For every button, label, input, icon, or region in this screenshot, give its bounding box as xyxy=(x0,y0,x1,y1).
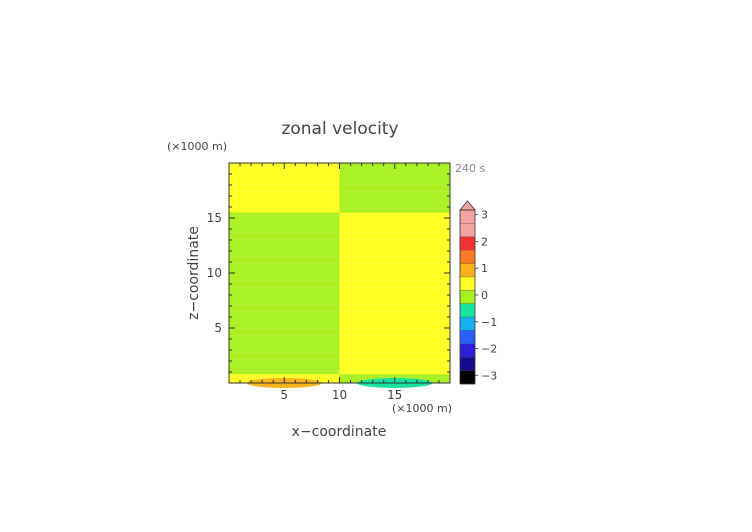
colorbar-band xyxy=(460,276,475,291)
y-unit-label: (×1000 m) xyxy=(167,140,227,153)
colorbar: 3 2 1 0 −1 −2 −3 xyxy=(459,200,497,385)
colorbar-band xyxy=(460,223,475,237)
colorbar-band xyxy=(460,370,475,384)
colorbar-band xyxy=(460,210,475,224)
x-tick-label: 10 xyxy=(332,388,347,402)
x-tick-label: 5 xyxy=(280,388,288,402)
colorbar-band xyxy=(460,263,475,277)
colorbar-band xyxy=(460,357,475,371)
colorbar-tick-label: −2 xyxy=(481,343,497,356)
colorbar-band xyxy=(460,236,475,251)
y-axis-label: z−coordinate xyxy=(186,226,202,320)
colorbar-band xyxy=(460,343,475,358)
time-label: 240 s xyxy=(455,162,485,175)
y-tick-label: 10 xyxy=(207,266,222,280)
x-tick-label: 15 xyxy=(387,388,402,402)
colorbar-band xyxy=(460,250,475,264)
colorbar-band xyxy=(460,303,475,318)
plot-region-1 xyxy=(339,163,450,213)
x-axis: 5 10 15 xyxy=(228,163,451,402)
y-tick-label: 15 xyxy=(207,211,222,225)
colorbar-tick-label: 1 xyxy=(481,262,488,275)
plot-region-3 xyxy=(339,212,450,375)
colorbar-tick-label: −3 xyxy=(481,369,497,382)
plot-region-0 xyxy=(229,163,340,213)
colorbar-tick-label: −1 xyxy=(481,316,497,329)
y-tick-label: 5 xyxy=(214,321,222,335)
colorbar-tick-label: 3 xyxy=(481,209,488,222)
plot-region-2 xyxy=(229,212,340,375)
x-axis-label: x−coordinate xyxy=(292,424,387,440)
y-axis: 5 10 15 xyxy=(207,162,450,384)
x-unit-label: (×1000 m) xyxy=(392,402,452,415)
colorbar-tick-label: 0 xyxy=(481,289,488,302)
plot-area xyxy=(229,163,450,388)
colorbar-band xyxy=(460,330,475,344)
colorbar-tick-label: 2 xyxy=(481,235,488,248)
colorbar-extension xyxy=(459,200,476,211)
colorbar-frame xyxy=(459,209,476,385)
colorbar-band xyxy=(460,317,475,331)
chart-title: zonal velocity xyxy=(281,119,398,139)
colorbar-band xyxy=(460,290,475,304)
